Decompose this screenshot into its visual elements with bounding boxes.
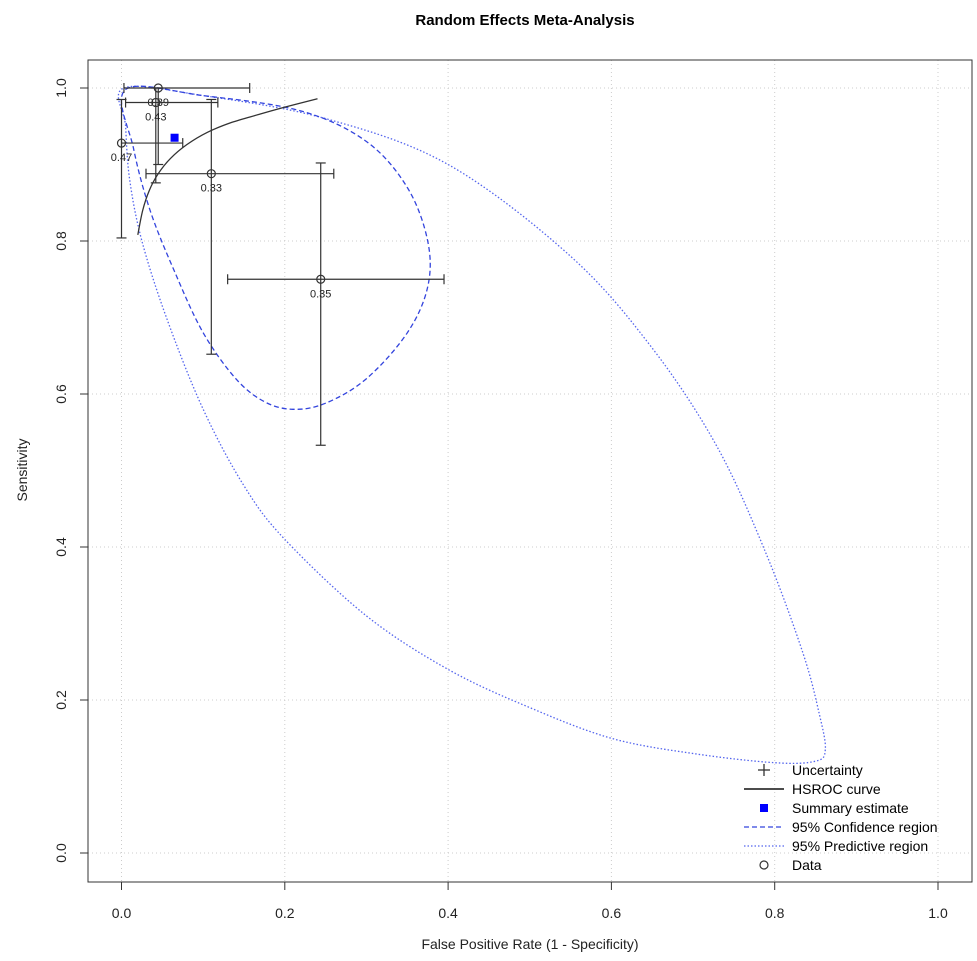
legend-symbol-data: [759, 860, 769, 870]
study-point: 0.33: [145, 98, 335, 355]
x-tick-label: 0.6: [602, 905, 622, 921]
y-tick-label: 1.0: [53, 78, 69, 98]
legend-item: Summary estimate: [760, 800, 909, 816]
study-weight-label: 0.35: [310, 288, 331, 300]
study-marker: [316, 274, 326, 284]
x-tick-label: 0.0: [112, 905, 132, 921]
legend-item: Data: [759, 857, 822, 873]
y-tick-label: 0.4: [53, 537, 69, 557]
hsroc-curve-layer: [137, 98, 318, 236]
study-weight-label: 0.47: [111, 152, 132, 164]
study-weight-label: 0.43: [145, 112, 166, 124]
legend-item: Uncertainty: [758, 762, 863, 778]
x-tick-label: 0.4: [438, 905, 458, 921]
legend-symbol-summary: [760, 804, 768, 812]
study-marker: [151, 97, 161, 108]
legend-label: Uncertainty: [792, 762, 863, 778]
summary-layer: [170, 133, 179, 142]
legend-label: Summary estimate: [792, 800, 909, 816]
grid: [88, 60, 972, 882]
study-weight-label: 0.33: [201, 183, 222, 195]
axes: 0.0 0.2 0.4 0.6 0.8 1.0 0.0 0.2 0.4 0.6 0.8 1.0: [53, 78, 948, 921]
x-tick-label: 1.0: [928, 905, 948, 921]
chart-title: Random Effects Meta-Analysis: [415, 12, 634, 29]
y-tick-label: 0.0: [53, 843, 69, 863]
y-tick-label: 0.6: [53, 384, 69, 404]
legend-label: Data: [792, 857, 822, 873]
study-point: 0.43: [124, 87, 219, 184]
summary-estimate-marker: [170, 133, 179, 142]
y-tick-label: 0.2: [53, 690, 69, 710]
hsroc-curve: [137, 98, 318, 236]
regions: [117, 85, 827, 765]
y-axis-title: Sensitivity: [14, 438, 30, 501]
study-point: 0.39: [123, 83, 251, 166]
predictive-region: [117, 85, 827, 765]
legend-item: HSROC curve: [744, 781, 881, 797]
study-marker: [116, 138, 127, 148]
legend-item: 95% Predictive region: [744, 838, 928, 854]
legend-item: 95% Confidence region: [744, 819, 938, 835]
confidence-region: [120, 85, 431, 410]
study-point: 0.35: [227, 162, 445, 446]
legend-label: 95% Predictive region: [792, 838, 928, 854]
legend-label: HSROC curve: [792, 781, 881, 797]
x-axis-title: False Positive Rate (1 - Specificity): [421, 936, 638, 952]
y-tick-label: 0.8: [53, 231, 69, 251]
legend-label: 95% Confidence region: [792, 819, 938, 835]
study-points: 0.390.43 0.47 0.33 0.35: [111, 83, 445, 446]
study-point: 0.47: [111, 98, 184, 239]
legend: Uncertainty HSROC curve Summary estimate 95…: [744, 762, 938, 873]
study-marker: [206, 169, 216, 179]
x-tick-label: 0.2: [275, 905, 295, 921]
x-tick-label: 0.8: [765, 905, 785, 921]
plot-frame: [87, 59, 973, 883]
